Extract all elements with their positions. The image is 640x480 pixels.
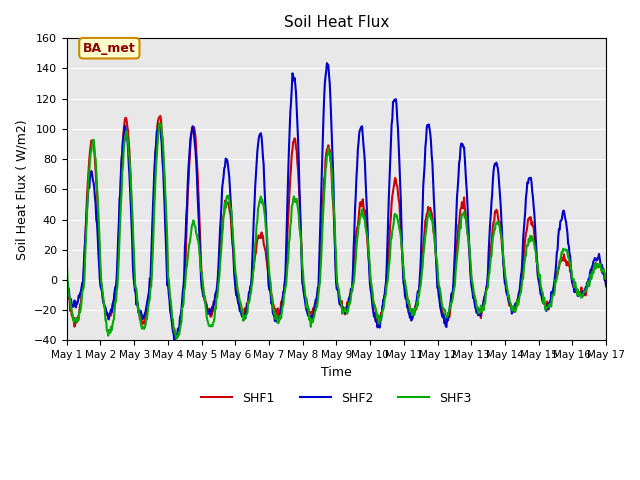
SHF2 <box>273 319 281 324</box>
SHF1 <box>227 213 234 218</box>
SHF3 <box>156 120 163 126</box>
SHF1 <box>253 236 261 242</box>
SHF2 <box>424 122 431 128</box>
SHF1 <box>274 306 282 312</box>
SHF1 <box>424 211 431 216</box>
SHF3 <box>126 164 134 170</box>
Line: SHF3: SHF3 <box>67 123 606 339</box>
Legend: SHF1, SHF2, SHF3: SHF1, SHF2, SHF3 <box>196 387 477 410</box>
SHF3 <box>394 216 401 221</box>
Y-axis label: Soil Heat Flux ( W/m2): Soil Heat Flux ( W/m2) <box>15 119 28 260</box>
SHF3 <box>253 218 261 224</box>
SHF3 <box>227 206 234 212</box>
SHF3 <box>602 275 610 281</box>
SHF3 <box>424 215 431 220</box>
SHF3 <box>173 336 180 342</box>
SHF3 <box>63 256 70 262</box>
SHF2 <box>63 281 70 287</box>
SHF2 <box>126 185 134 191</box>
Line: SHF1: SHF1 <box>67 116 606 338</box>
SHF1 <box>394 183 401 189</box>
SHF2 <box>394 116 401 121</box>
Text: BA_met: BA_met <box>83 42 136 55</box>
SHF2 <box>253 161 260 167</box>
SHF1 <box>156 113 164 119</box>
SHF2 <box>323 60 331 66</box>
SHF1 <box>63 274 70 279</box>
SHF1 <box>173 335 180 341</box>
SHF2 <box>226 184 234 190</box>
Line: SHF2: SHF2 <box>67 63 606 340</box>
Title: Soil Heat Flux: Soil Heat Flux <box>284 15 389 30</box>
X-axis label: Time: Time <box>321 366 352 379</box>
SHF2 <box>170 337 178 343</box>
SHF1 <box>126 162 134 168</box>
SHF1 <box>602 276 610 282</box>
SHF2 <box>602 283 610 289</box>
SHF3 <box>274 320 282 326</box>
